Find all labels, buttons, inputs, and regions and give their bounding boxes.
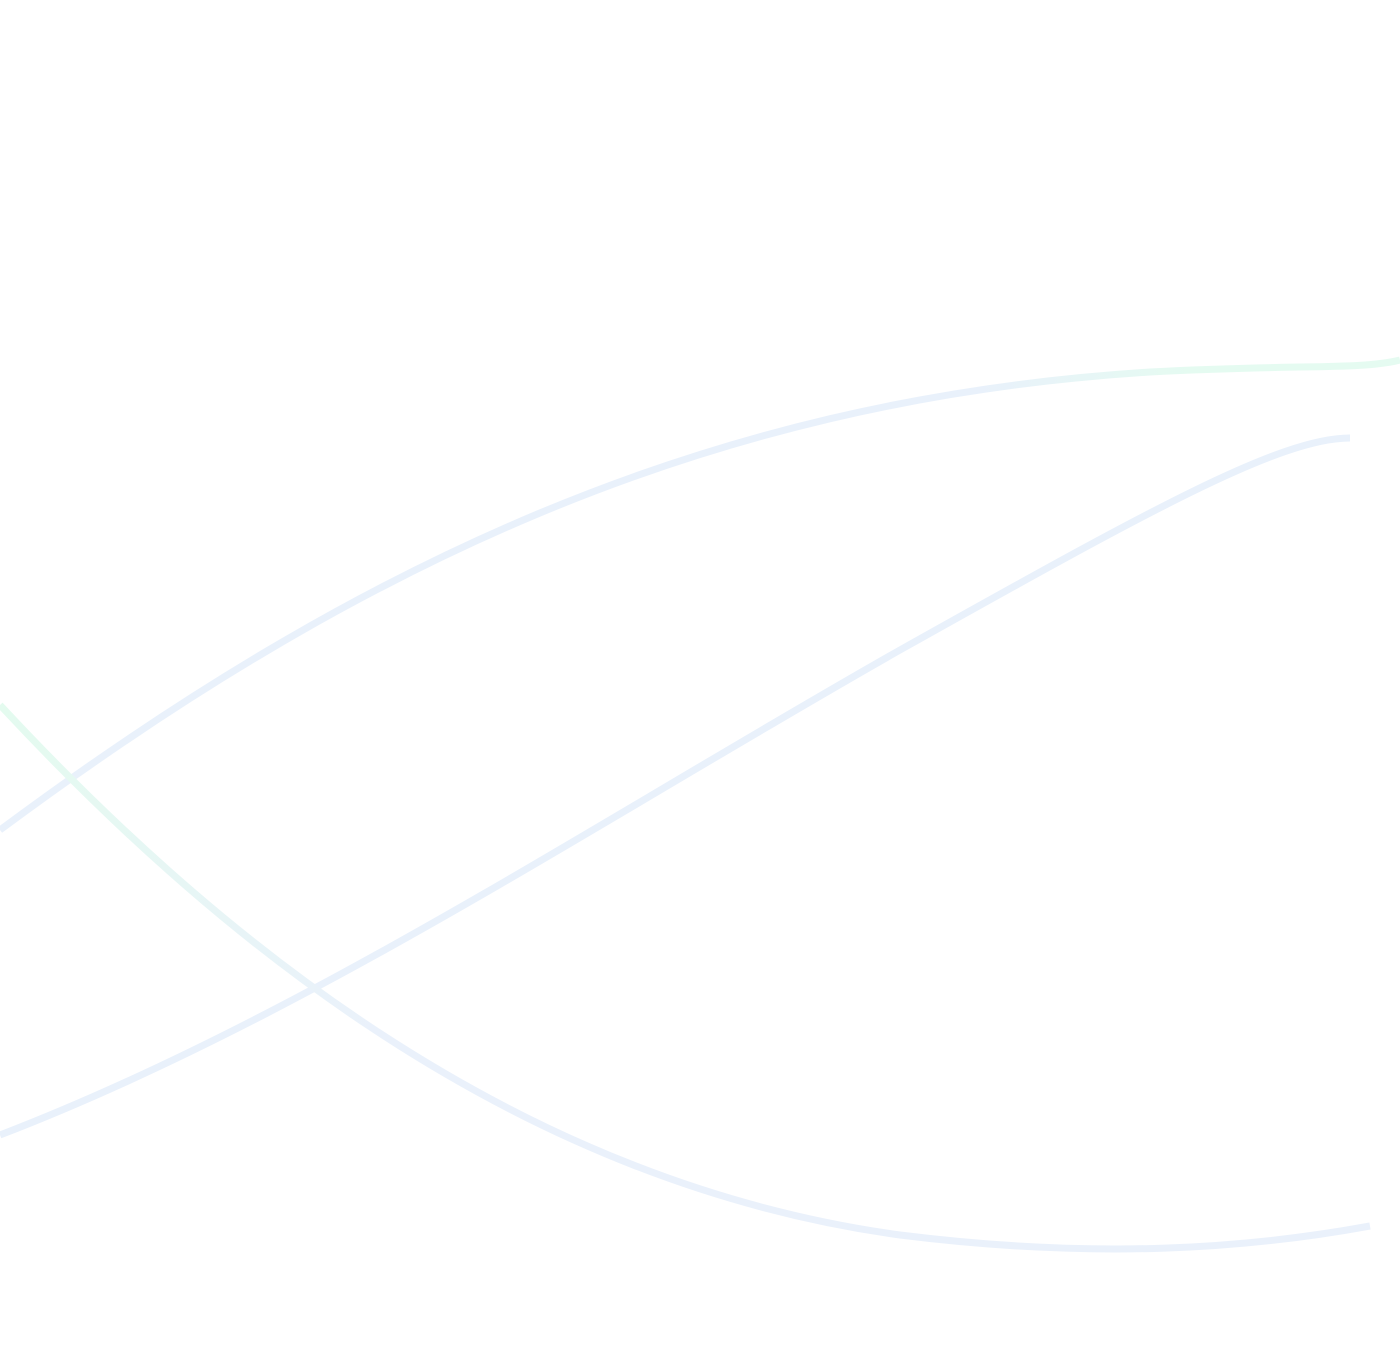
decorative-curve [0,434,1351,1139]
decorative-curve [0,356,1400,833]
decorative-curve [0,702,1371,1253]
